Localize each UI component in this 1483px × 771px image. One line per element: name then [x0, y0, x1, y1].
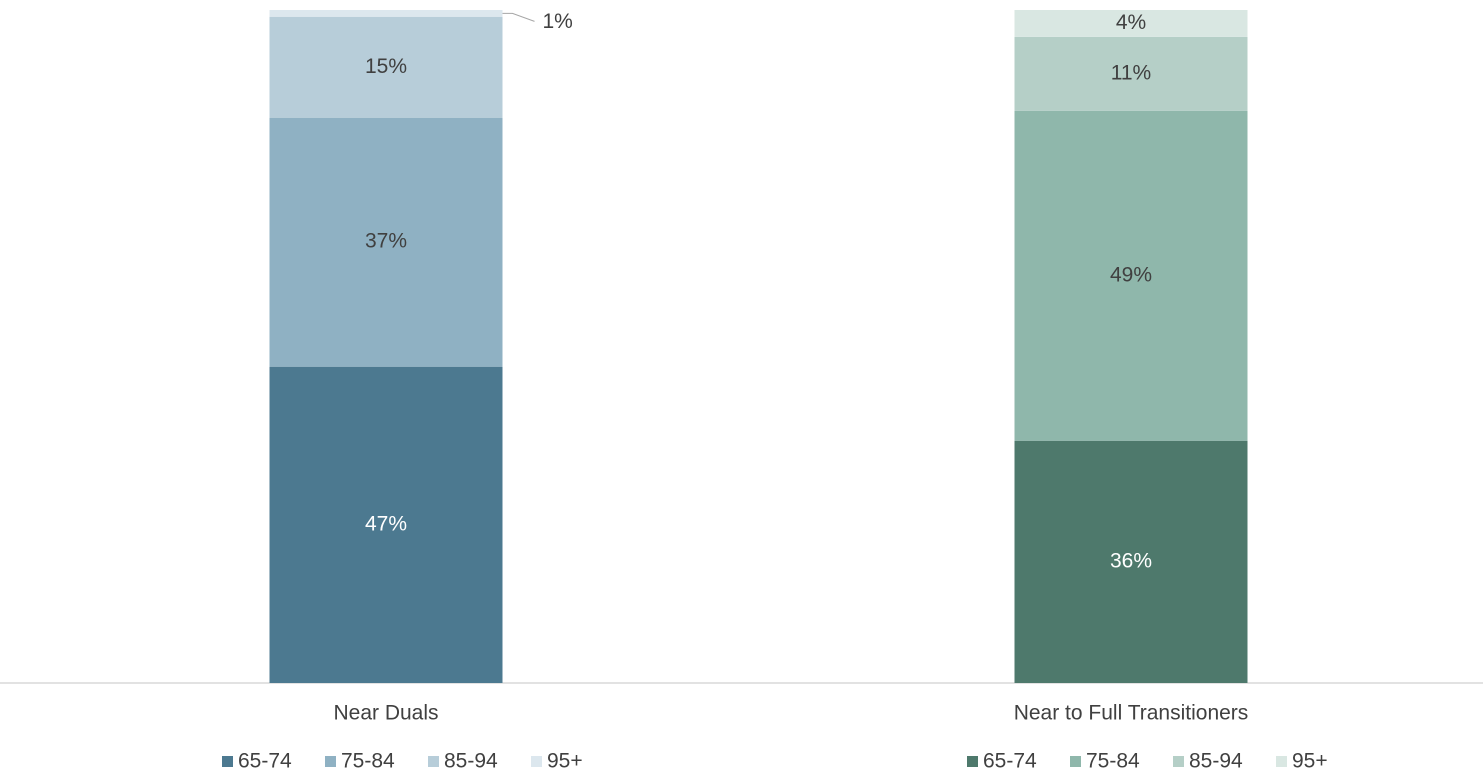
- legend-swatch: [1276, 756, 1287, 767]
- x-tick-label: Near to Full Transitioners: [1014, 702, 1249, 725]
- bar-segment: [1014, 36, 1248, 111]
- bar-segment: [269, 10, 503, 17]
- leader-line: [502, 12, 535, 22]
- bar-segment: [269, 366, 503, 683]
- legend-swatch: [222, 756, 233, 767]
- legend-swatch: [428, 756, 439, 767]
- legend-swatch: [967, 756, 978, 767]
- legend-swatch: [1173, 756, 1184, 767]
- legend-label: 75-84: [1086, 750, 1140, 771]
- bar-segment: [269, 16, 503, 118]
- legend-swatch: [1070, 756, 1081, 767]
- bar-segment: [1014, 110, 1248, 441]
- legend-label: 85-94: [1189, 750, 1243, 771]
- data-label: 1%: [543, 10, 573, 33]
- data-label: 11%: [1111, 61, 1151, 84]
- legend-label: 85-94: [444, 750, 498, 771]
- legend-label: 75-84: [341, 750, 395, 771]
- bar-segment: [1014, 440, 1248, 683]
- data-label: 4%: [1116, 11, 1146, 34]
- data-label: 36%: [1110, 549, 1152, 572]
- data-label: 15%: [365, 55, 407, 78]
- legend-swatch: [531, 756, 542, 767]
- legend-label: 95+: [547, 750, 583, 771]
- x-tick-label: Near Duals: [333, 702, 438, 725]
- data-label: 47%: [365, 512, 407, 535]
- data-label: 37%: [365, 230, 407, 253]
- legend-label: 95+: [1292, 750, 1328, 771]
- legend-label: 65-74: [238, 750, 292, 771]
- legend-swatch: [325, 756, 336, 767]
- data-label: 49%: [1110, 263, 1152, 286]
- bar-segment: [269, 117, 503, 367]
- legend-label: 65-74: [983, 750, 1037, 771]
- bar-segment: [1014, 10, 1248, 37]
